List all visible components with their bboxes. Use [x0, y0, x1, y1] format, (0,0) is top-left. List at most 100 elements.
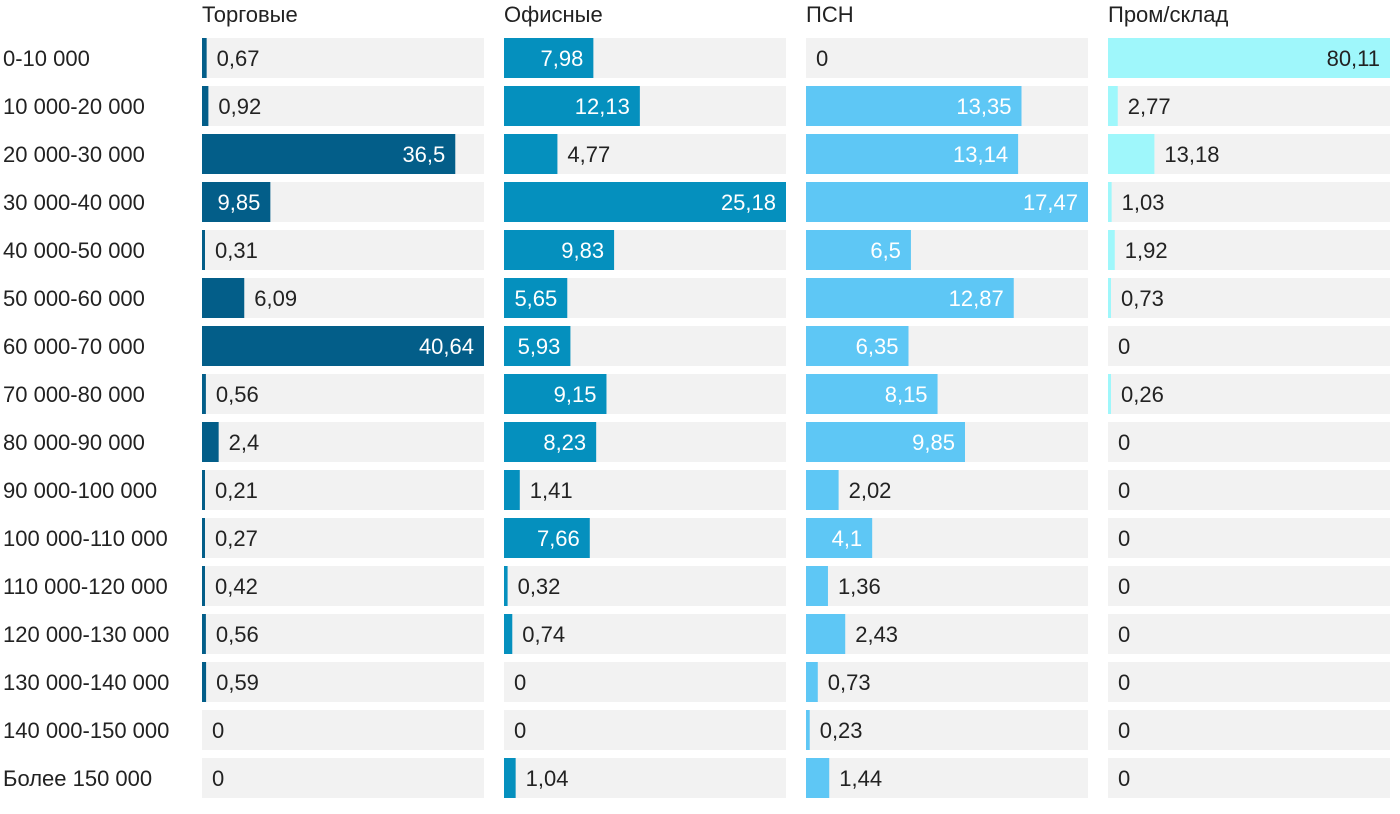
- bar-value-label: 4,77: [567, 142, 610, 167]
- category-label: 90 000-100 000: [3, 478, 157, 503]
- bar: [504, 758, 516, 798]
- bar-value-label: 0: [1118, 526, 1130, 551]
- bar: [806, 374, 938, 414]
- bar-track: [806, 38, 1088, 78]
- bar-value-label: 13,18: [1164, 142, 1219, 167]
- bar-value-label: 12,13: [575, 94, 630, 119]
- bar: [504, 182, 786, 222]
- bar-track: [806, 758, 1088, 798]
- bar-value-label: 1,36: [838, 574, 881, 599]
- bar: [202, 38, 207, 78]
- bar-track: [806, 614, 1088, 654]
- bar: [1108, 86, 1118, 126]
- category-label: 120 000-130 000: [3, 622, 169, 647]
- bar-track: [1108, 374, 1390, 414]
- bar-value-label: 0,32: [518, 574, 561, 599]
- bar: [202, 182, 271, 222]
- bar-value-label: 0: [1118, 670, 1130, 695]
- bar: [504, 134, 558, 174]
- bar: [202, 326, 484, 366]
- category-label: 60 000-70 000: [3, 334, 145, 359]
- bar-track: [1108, 326, 1390, 366]
- category-label: 80 000-90 000: [3, 430, 145, 455]
- bar-track: [1108, 566, 1390, 606]
- bar: [504, 326, 571, 366]
- bar: [806, 758, 830, 798]
- bar-value-label: 0: [1118, 766, 1130, 791]
- bar: [806, 230, 911, 270]
- bar: [1108, 230, 1115, 270]
- bar-value-label: 36,5: [402, 142, 445, 167]
- bar-track: [1108, 134, 1390, 174]
- bar-value-label: 9,85: [912, 430, 955, 455]
- bar-track: [504, 614, 786, 654]
- bar-track: [504, 662, 786, 702]
- bar-value-label: 0,31: [215, 238, 258, 263]
- bar: [202, 278, 245, 318]
- bar-track: [202, 278, 484, 318]
- bar-value-label: 13,14: [953, 142, 1008, 167]
- category-label: 20 000-30 000: [3, 142, 145, 167]
- bar-value-label: 8,15: [885, 382, 928, 407]
- bar-value-label: 0,73: [1121, 286, 1164, 311]
- bar-track: [202, 614, 484, 654]
- bar: [202, 470, 205, 510]
- bar-value-label: 9,83: [561, 238, 604, 263]
- bar-value-label: 0,74: [522, 622, 565, 647]
- bar: [806, 326, 909, 366]
- bar: [202, 518, 205, 558]
- bar-value-label: 0: [1118, 718, 1130, 743]
- bar: [504, 614, 513, 654]
- bar: [504, 566, 508, 606]
- bar-value-label: 0,56: [216, 622, 259, 647]
- bar: [504, 278, 568, 318]
- bar: [806, 182, 1088, 222]
- bar-value-label: 0,73: [828, 670, 871, 695]
- bar-value-label: 6,5: [870, 238, 901, 263]
- bar-value-label: 40,64: [419, 334, 474, 359]
- bar-value-label: 0,26: [1121, 382, 1164, 407]
- category-label: 130 000-140 000: [3, 670, 169, 695]
- bar: [806, 422, 965, 462]
- bar-value-label: 0: [1118, 622, 1130, 647]
- bar-value-label: 0,42: [215, 574, 258, 599]
- bar: [202, 614, 206, 654]
- bar: [202, 86, 209, 126]
- bar-track: [1108, 662, 1390, 702]
- bar-value-label: 2,77: [1128, 94, 1171, 119]
- category-label: 100 000-110 000: [3, 526, 168, 551]
- bar-value-label: 0: [1118, 334, 1130, 359]
- bar-value-label: 1,44: [839, 766, 882, 791]
- category-label: Более 150 000: [3, 766, 152, 791]
- bar-track: [202, 710, 484, 750]
- bar: [504, 470, 520, 510]
- bar-value-label: 5,65: [514, 286, 557, 311]
- bar-value-label: 0,23: [820, 718, 863, 743]
- bar-track: [202, 86, 484, 126]
- bar-track: [1108, 278, 1390, 318]
- bar-track: [1108, 230, 1390, 270]
- bar-value-label: 0,27: [215, 526, 258, 551]
- bar-value-label: 2,43: [855, 622, 898, 647]
- bar-track: [504, 566, 786, 606]
- bar-track: [202, 38, 484, 78]
- bar-track: [1108, 470, 1390, 510]
- bar-track: [202, 422, 484, 462]
- bar: [504, 86, 640, 126]
- bar-value-label: 2,4: [229, 430, 260, 455]
- bar-value-label: 0: [1118, 430, 1130, 455]
- bar-value-label: 6,09: [254, 286, 297, 311]
- bar: [806, 86, 1022, 126]
- bar-value-label: 4,1: [832, 526, 863, 551]
- bar-track: [1108, 422, 1390, 462]
- bar-value-label: 0: [212, 718, 224, 743]
- bar: [202, 374, 206, 414]
- bar-track: [1108, 182, 1390, 222]
- bar-value-label: 17,47: [1023, 190, 1078, 215]
- bar-value-label: 7,98: [541, 46, 584, 71]
- bar-value-label: 0,92: [218, 94, 261, 119]
- bar-track: [504, 758, 786, 798]
- bar-track: [806, 470, 1088, 510]
- bar-value-label: 0,21: [215, 478, 258, 503]
